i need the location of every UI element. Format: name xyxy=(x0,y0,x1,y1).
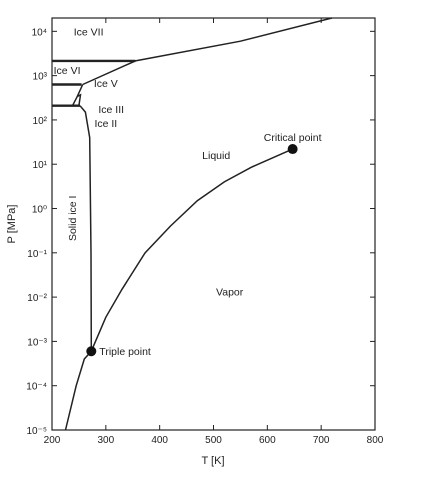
y-tick-label: 10⁻³ xyxy=(27,337,47,348)
x-tick-label: 400 xyxy=(151,435,168,446)
vaporization-curve xyxy=(90,148,293,352)
region-label: Liquid xyxy=(202,150,230,162)
sublimation-curve xyxy=(64,350,92,431)
marker-dot xyxy=(86,346,97,357)
y-tick-label: 10⁰ xyxy=(32,205,47,216)
region-label: Solid ice I xyxy=(67,196,79,242)
x-tick-label: 200 xyxy=(44,435,61,446)
x-axis-title: T [K] xyxy=(201,455,224,467)
y-tick-label: 10³ xyxy=(33,72,48,83)
ice-iii-box-curve xyxy=(71,93,82,107)
x-tick-label: 800 xyxy=(367,435,384,446)
x-axis: 200 300 400 500 600 700 800 xyxy=(44,18,384,446)
y-tick-label: 10⁻⁵ xyxy=(26,426,47,437)
marker-label: Triple point xyxy=(99,346,151,358)
x-tick-label: 600 xyxy=(259,435,276,446)
y-tick-label: 10¹ xyxy=(33,160,48,171)
region-label: Ice III xyxy=(98,104,124,116)
x-tick-label: 500 xyxy=(205,435,222,446)
ice-vi-vii-boundary-curve xyxy=(82,17,333,86)
y-tick-label: 10⁻¹ xyxy=(27,249,47,260)
region-label: Ice V xyxy=(94,78,118,90)
marker-label: Critical point xyxy=(264,132,322,144)
region-label: Ice VII xyxy=(74,27,104,39)
x-tick-label: 300 xyxy=(97,435,114,446)
region-label: Vapor xyxy=(216,286,244,298)
y-tick-label: 10⁴ xyxy=(32,27,47,38)
region-label: Ice VI xyxy=(54,65,81,77)
y-axis-title: P [MPa] xyxy=(6,205,18,244)
region-labels: Ice VII Ice VI Ice V Ice III Ice II Liquid Sol… xyxy=(54,27,244,299)
region-label: Ice II xyxy=(94,118,117,130)
marker-dot xyxy=(287,144,298,155)
y-tick-label: 10² xyxy=(33,116,48,127)
phase-boundaries xyxy=(52,17,333,431)
y-tick-label: 10⁻² xyxy=(27,293,47,304)
y-axis: 10⁻⁵ 10⁻⁴ 10⁻³ 10⁻² 10⁻¹ 10⁰ 10¹ 10² 10³ 10⁴ xyxy=(26,27,375,437)
ice-v-boundary-curve xyxy=(76,84,84,97)
y-tick-label: 10⁻⁴ xyxy=(26,382,47,393)
point-markers: Triple point Critical point xyxy=(86,132,322,358)
x-tick-label: 700 xyxy=(313,435,330,446)
melting-ice-i-curve xyxy=(79,105,93,352)
